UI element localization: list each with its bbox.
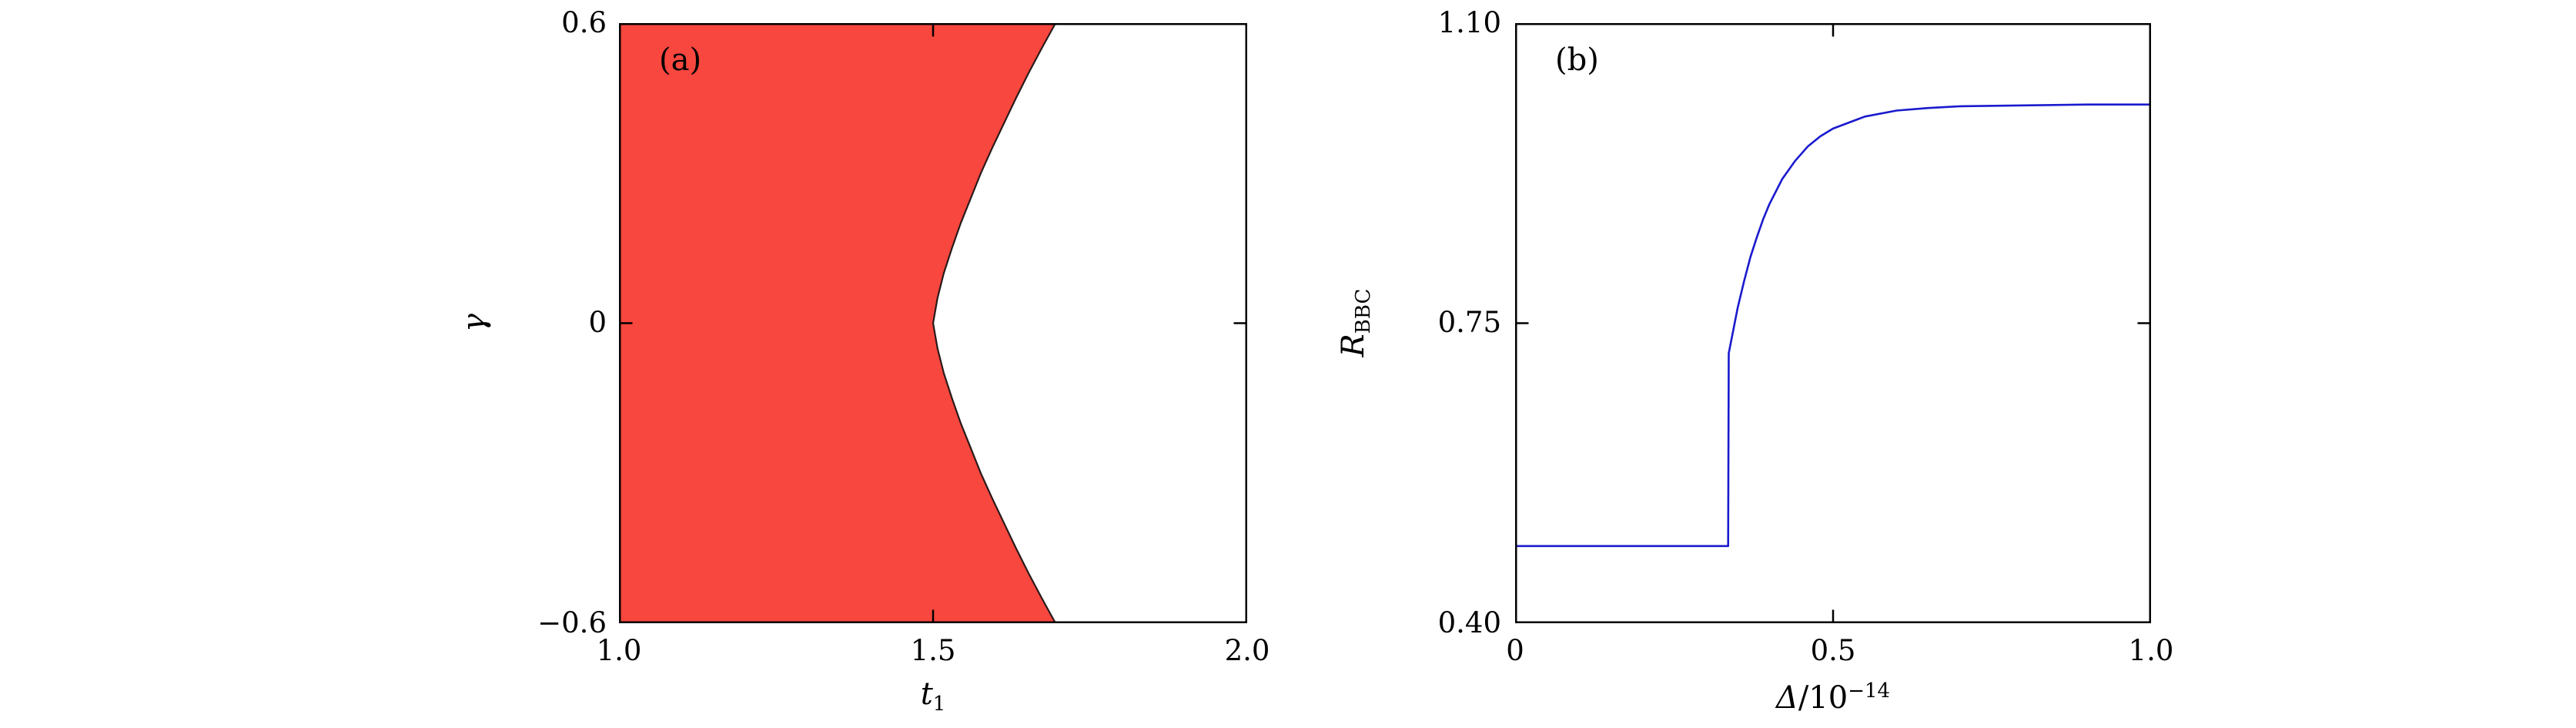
panel-a-xtick-mid: 1.5 (910, 634, 956, 667)
panel-a-xtick-left: 1.0 (596, 634, 642, 667)
panel-b-xtick-mid: 0.5 (1810, 634, 1856, 667)
panel-b-ytick-mid: 0.75 (1437, 306, 1501, 339)
panel-b-xtick-left: 0 (1506, 634, 1524, 667)
panel-a-xaxis-label: t1 (856, 675, 1010, 723)
rbbc-line-plot (1515, 23, 2151, 623)
delta-exponent: −14 (1848, 679, 1891, 703)
panel-a-ytick-top: 0.6 (561, 6, 607, 39)
t1-subscript: 1 (932, 693, 946, 716)
panel-b-letter: (b) (1555, 42, 1599, 78)
r-symbol: R (1336, 334, 1371, 357)
panel-a-yaxis-label: γ (455, 300, 493, 346)
panel-a-xtick-right: 2.0 (1224, 634, 1270, 667)
panel-a-letter: (a) (659, 42, 702, 78)
delta-symbol: Δ (1775, 680, 1798, 716)
r-subscript: BBC (1352, 288, 1375, 334)
panel-a-ytick-mid: 0 (588, 306, 607, 339)
panel-b-yaxis-label: RBBC (1334, 269, 1375, 377)
delta-denominator: /10 (1798, 680, 1848, 716)
panel-a-ytick-bottom: −0.6 (537, 606, 607, 639)
panel-b-ytick-bottom: 0.40 (1437, 606, 1501, 639)
panel-b-ytick-top: 1.10 (1437, 6, 1501, 39)
t1-symbol: t (920, 676, 933, 712)
rbbc-line-panel (1515, 23, 2151, 623)
phase-diagram-panel (619, 23, 1247, 623)
panel-b-xtick-right: 1.0 (2128, 634, 2174, 667)
gamma-symbol: γ (457, 314, 492, 332)
panel-b-xaxis-label: Δ/10−14 (1718, 672, 1949, 717)
phase-diagram-plot (619, 23, 1247, 623)
